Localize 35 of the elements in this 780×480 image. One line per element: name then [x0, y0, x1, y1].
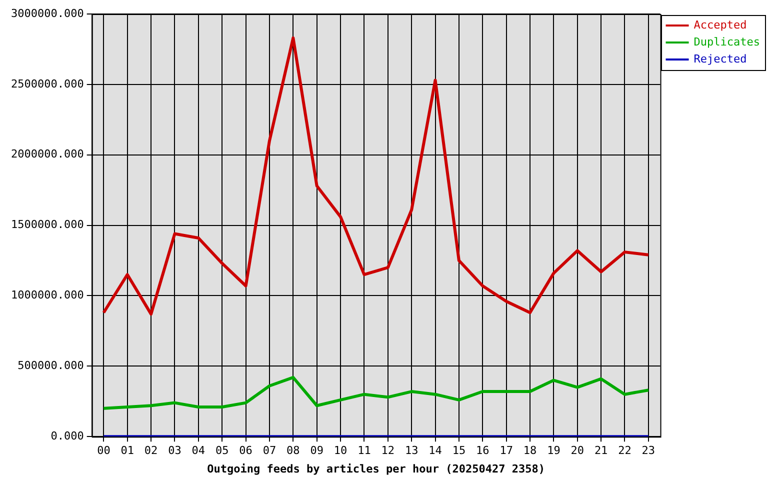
x-tick-label: 11	[358, 444, 371, 458]
x-tick-label: 07	[262, 444, 276, 458]
legend-label: Rejected	[694, 52, 747, 66]
x-tick-label: 21	[594, 444, 608, 458]
y-tick-label: 1000000.000	[10, 288, 84, 302]
x-tick-label: 20	[570, 444, 584, 458]
x-tick-label: 04	[192, 444, 206, 458]
x-tick-label: 03	[168, 444, 182, 458]
y-tick-label: 500000.000	[18, 359, 84, 372]
legend-label: Duplicates	[694, 35, 760, 48]
x-tick-label: 18	[523, 444, 537, 458]
y-tick-label: 2000000.000	[10, 148, 84, 161]
x-tick-label: 12	[381, 444, 395, 458]
x-tick-label: 22	[618, 444, 632, 458]
x-tick-label: 15	[452, 444, 466, 458]
x-tick-label: 23	[642, 444, 656, 458]
x-tick-label: 06	[239, 444, 252, 458]
x-axis-title: Outgoing feeds by articles per hour (20250427 2358)	[207, 462, 545, 476]
x-tick-label: 19	[547, 444, 560, 458]
legend-label: Accepted	[694, 18, 747, 32]
y-tick-label: 1500000.000	[10, 218, 84, 232]
x-tick-label: 09	[310, 444, 324, 458]
y-tick-label: 0.000	[50, 429, 84, 442]
x-tick-label: 01	[120, 444, 134, 458]
x-tick-label: 00	[97, 444, 110, 458]
x-tick-label: 17	[500, 444, 513, 458]
x-tick-label: 05	[215, 444, 229, 458]
x-tick-label: 13	[404, 444, 418, 458]
x-tick-label: 10	[334, 444, 348, 458]
x-tick-label: 16	[476, 444, 490, 458]
x-tick-label: 14	[428, 444, 442, 458]
y-tick-label: 2500000.000	[10, 77, 84, 90]
y-tick-label: 3000000.000	[10, 6, 84, 20]
x-tick-label: 08	[286, 444, 300, 458]
x-tick-label: 02	[144, 444, 158, 458]
